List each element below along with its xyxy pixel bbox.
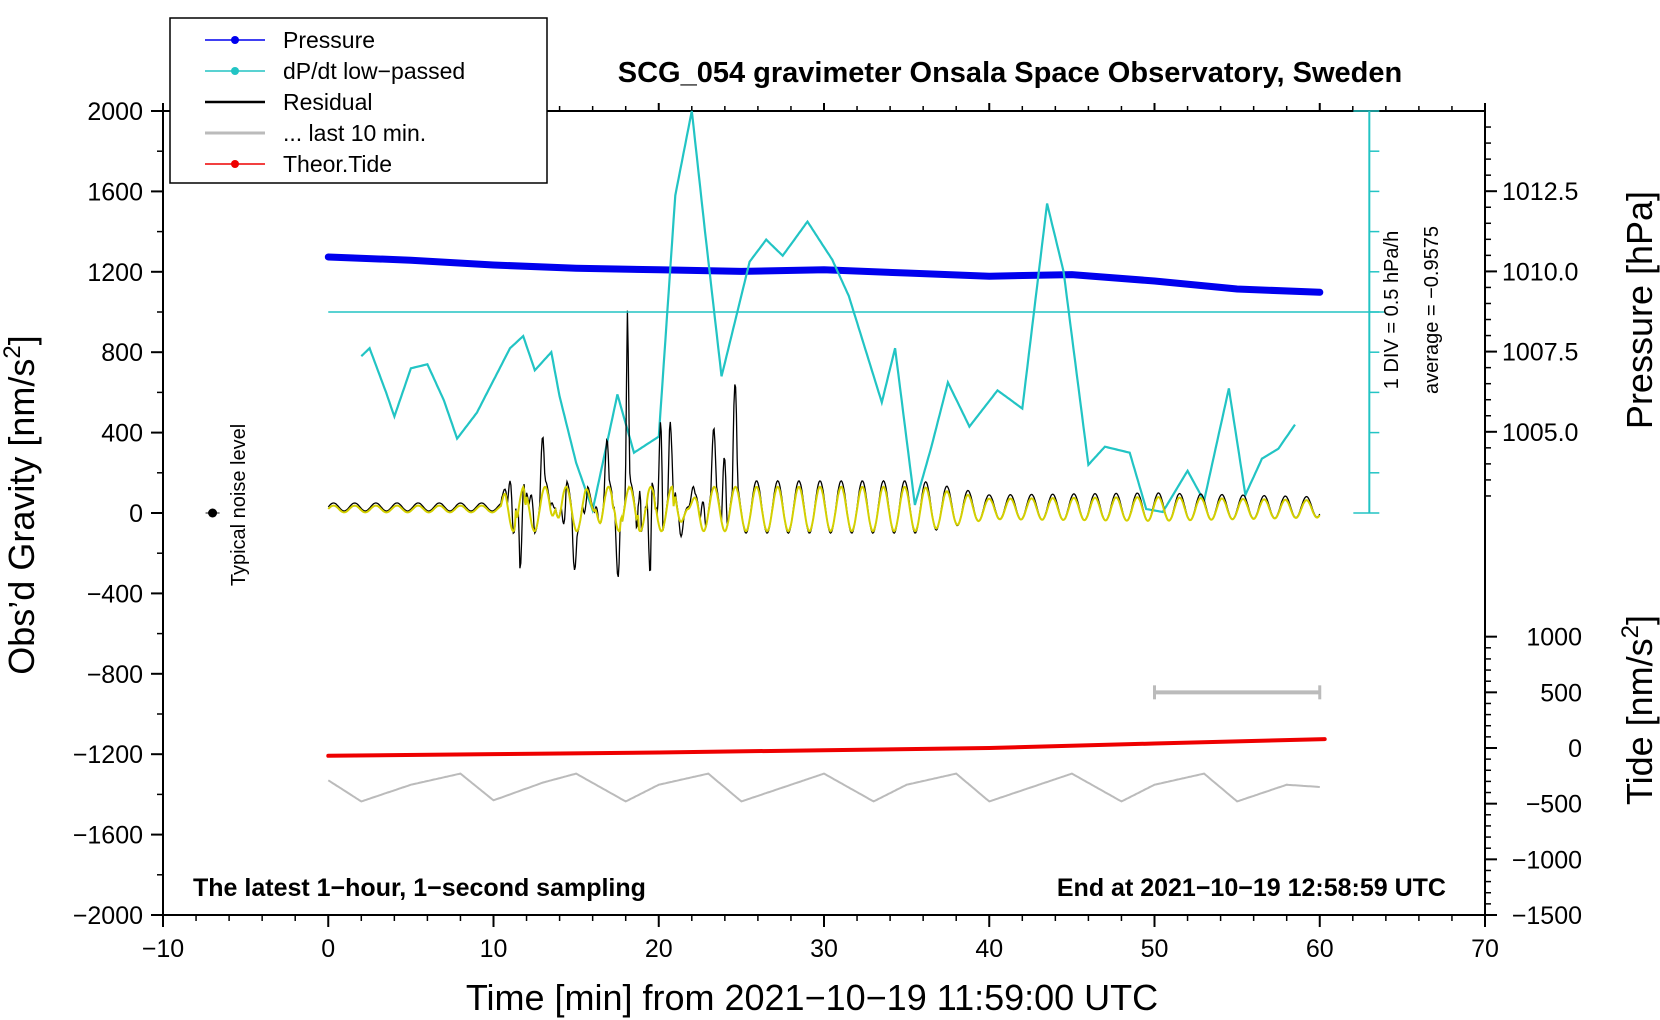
noise-level-label: Typical noise level bbox=[228, 424, 250, 586]
y-tide-tick-label: −1500 bbox=[1512, 902, 1582, 930]
x-tick-label: 40 bbox=[975, 935, 1003, 963]
x-tick-label: 20 bbox=[645, 935, 673, 963]
legend-marker bbox=[231, 67, 239, 75]
x-tick-label: 50 bbox=[1141, 935, 1169, 963]
last-10-min-series bbox=[327, 772, 1320, 803]
x-tick-label: 10 bbox=[480, 935, 508, 963]
y-left-tick-label: −1200 bbox=[73, 741, 143, 769]
pressure-series bbox=[324, 253, 1324, 296]
dpdt-average-label: average = −0.9575 bbox=[1421, 226, 1443, 394]
legend-label: Residual bbox=[283, 89, 373, 115]
legend-label: Pressure bbox=[283, 27, 375, 53]
x-tick-label: 60 bbox=[1306, 935, 1334, 963]
y-left-tick-label: −1600 bbox=[73, 822, 143, 850]
y-left-tick-label: −800 bbox=[87, 661, 143, 689]
legend-entry-residual: Residual bbox=[205, 89, 373, 115]
legend-entry-dp-dt-low-passed: dP/dt low−passed bbox=[205, 58, 465, 84]
y-left-tick-label: 800 bbox=[101, 339, 143, 367]
y-axis-title-left: Obs’d Gravity [nm/s2] bbox=[0, 335, 42, 674]
legend-label: ... last 10 min. bbox=[283, 120, 426, 146]
plot-frame bbox=[162, 110, 1486, 916]
legend: Pressure dP/dt low−passed Residual ... last… bbox=[169, 17, 548, 184]
series-layer bbox=[324, 110, 1327, 803]
chart-title: SCG_054 gravimeter Onsala Space Observat… bbox=[618, 57, 1402, 89]
legend-marker bbox=[231, 36, 239, 44]
dp-dt-low-passed-series bbox=[360, 110, 1296, 515]
y-left-tick-label: −2000 bbox=[73, 902, 143, 930]
y-left-tick-label: 400 bbox=[101, 420, 143, 448]
x-tick-label: 30 bbox=[810, 935, 838, 963]
legend-entry-pressure: Pressure bbox=[205, 27, 375, 53]
y-tide-tick-label: 500 bbox=[1540, 679, 1582, 707]
legend-entry-theor-tide: Theor.Tide bbox=[205, 151, 392, 177]
y-tide-tick-label: 1000 bbox=[1526, 624, 1582, 652]
y-tide-tick-label: −500 bbox=[1526, 791, 1582, 819]
legend-entry-last-10-min: ... last 10 min. bbox=[205, 120, 426, 146]
legend-label: dP/dt low−passed bbox=[283, 58, 465, 84]
annotation-layer bbox=[205, 110, 1386, 700]
y-left-tick-label: 1200 bbox=[87, 259, 143, 287]
y-pressure-tick-label: 1007.5 bbox=[1502, 339, 1578, 367]
legend-marker bbox=[231, 160, 239, 168]
y-axis-title-tide: Tide [nm/s2] bbox=[1617, 615, 1660, 805]
y-left-tick-label: 2000 bbox=[87, 98, 143, 126]
y-left-tick-label: −400 bbox=[87, 580, 143, 608]
x-axis-title: Time [min] from 2021−10−19 11:59:00 UTC bbox=[466, 977, 1158, 1018]
legend-label: Theor.Tide bbox=[283, 151, 392, 177]
x-tick-label: 70 bbox=[1471, 935, 1499, 963]
y-tide-tick-label: −1000 bbox=[1512, 846, 1582, 874]
y-tide-tick-label: 0 bbox=[1568, 735, 1582, 763]
dpdt-scale-label: 1 DIV = 0.5 hPa/h bbox=[1381, 231, 1403, 389]
x-tick-label: −10 bbox=[142, 935, 184, 963]
y-left-tick-label: 0 bbox=[129, 500, 143, 528]
legend-box bbox=[169, 17, 548, 184]
theor-tide-series bbox=[326, 737, 1327, 758]
ticks-layer: −10 0 10 20 30 40 50 60 70 −2000 −1600 −1200 −800 −40… bbox=[73, 98, 1582, 963]
y-pressure-tick-label: 1010.0 bbox=[1502, 258, 1578, 286]
y-pressure-tick-label: 1005.0 bbox=[1502, 419, 1578, 447]
footer-right-text: End at 2021−10−19 12:58:59 UTC bbox=[1057, 874, 1446, 902]
residual-series bbox=[327, 310, 1321, 577]
footer-left-text: The latest 1−hour, 1−second sampling bbox=[193, 874, 646, 902]
residual-filtered-series bbox=[327, 484, 1321, 533]
noise-marker bbox=[208, 508, 218, 518]
x-tick-label: 0 bbox=[321, 935, 335, 963]
y-pressure-tick-label: 1012.5 bbox=[1502, 178, 1578, 206]
y-left-tick-label: 1600 bbox=[87, 178, 143, 206]
y-axis-title-pressure: Pressure [hPa] bbox=[1619, 191, 1660, 429]
